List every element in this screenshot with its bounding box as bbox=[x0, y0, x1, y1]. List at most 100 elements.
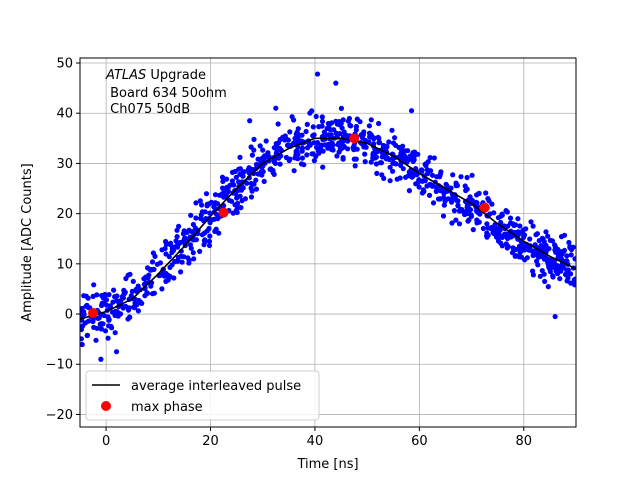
sample-point bbox=[499, 212, 505, 218]
sample-point bbox=[547, 237, 554, 243]
sample-point bbox=[204, 201, 210, 207]
sample-point bbox=[91, 282, 97, 288]
sample-point bbox=[320, 148, 326, 154]
sample-point bbox=[441, 202, 447, 208]
sample-point bbox=[551, 261, 557, 267]
sample-point bbox=[188, 212, 194, 218]
sample-point bbox=[324, 125, 330, 131]
sample-point bbox=[236, 166, 242, 172]
legend-box bbox=[85, 370, 320, 421]
sample-point bbox=[222, 193, 228, 200]
y-tick-label: 10 bbox=[56, 257, 73, 272]
sample-point bbox=[518, 248, 525, 254]
sample-point bbox=[372, 152, 378, 158]
sample-point bbox=[85, 304, 91, 311]
sample-point bbox=[185, 255, 191, 261]
sample-point bbox=[179, 259, 185, 265]
channel-annotation: Ch075 50dB bbox=[106, 102, 190, 117]
sample-point bbox=[541, 239, 547, 245]
sample-point bbox=[379, 172, 385, 178]
sample-point bbox=[191, 256, 197, 262]
sample-point bbox=[545, 284, 551, 290]
sample-point bbox=[227, 182, 233, 188]
sample-point bbox=[375, 134, 381, 140]
sample-point bbox=[383, 156, 389, 162]
sample-point bbox=[535, 262, 541, 268]
sample-point bbox=[492, 227, 498, 233]
sample-point bbox=[326, 132, 332, 138]
sample-point bbox=[120, 295, 126, 301]
sample-point bbox=[517, 223, 523, 229]
sample-point bbox=[135, 308, 141, 314]
sample-point bbox=[152, 253, 158, 259]
sample-point bbox=[226, 197, 232, 203]
sample-point bbox=[94, 292, 100, 298]
sample-point bbox=[260, 147, 266, 153]
sample-point bbox=[518, 243, 524, 249]
sample-point bbox=[326, 122, 333, 128]
sample-point bbox=[123, 275, 129, 282]
sample-point bbox=[143, 274, 149, 280]
sample-point bbox=[362, 159, 368, 165]
sample-point bbox=[390, 140, 397, 146]
sample-point bbox=[271, 145, 277, 151]
sample-point bbox=[334, 153, 340, 159]
max-phase-marker bbox=[479, 202, 490, 213]
sample-point bbox=[220, 178, 226, 184]
sample-point bbox=[474, 192, 480, 198]
sample-point bbox=[207, 233, 213, 239]
sample-point bbox=[429, 172, 436, 178]
legend-entry-max-phase: max phase bbox=[131, 400, 203, 415]
x-tick-label: 40 bbox=[307, 434, 324, 449]
sample-point bbox=[314, 71, 321, 77]
sample-point bbox=[433, 188, 439, 194]
sample-point bbox=[526, 247, 532, 253]
sample-point bbox=[322, 142, 328, 148]
sample-point bbox=[165, 272, 171, 278]
sample-point bbox=[235, 200, 241, 206]
sample-point bbox=[113, 349, 120, 355]
sample-point bbox=[181, 254, 187, 260]
sample-point bbox=[248, 194, 255, 200]
sample-point bbox=[207, 210, 213, 216]
sample-point bbox=[524, 255, 530, 261]
sample-point bbox=[105, 314, 111, 320]
sample-point bbox=[266, 154, 272, 160]
sample-point bbox=[261, 153, 267, 159]
sample-point bbox=[376, 140, 382, 146]
sample-point bbox=[213, 226, 219, 232]
x-axis-ticks: 0 20 40 60 80 bbox=[102, 427, 532, 449]
sample-point bbox=[229, 178, 235, 184]
sample-point bbox=[180, 231, 186, 237]
x-axis-label: Time [ns] bbox=[296, 457, 358, 472]
sample-point bbox=[163, 238, 169, 245]
sample-point bbox=[362, 137, 368, 143]
sample-point bbox=[299, 132, 305, 138]
sample-point bbox=[219, 174, 226, 180]
sample-point bbox=[80, 336, 84, 342]
sample-point bbox=[530, 268, 536, 274]
sample-point bbox=[212, 200, 218, 206]
sample-point bbox=[464, 174, 470, 181]
sample-point bbox=[416, 184, 422, 190]
sample-point bbox=[103, 302, 110, 308]
sample-point bbox=[542, 278, 548, 285]
sample-point bbox=[249, 188, 255, 194]
sample-point bbox=[239, 198, 245, 204]
sample-point bbox=[511, 222, 517, 229]
sample-point bbox=[229, 169, 236, 175]
sample-point bbox=[159, 247, 165, 253]
y-axis-label: Amplitude [ADC Counts] bbox=[20, 163, 35, 321]
sample-point bbox=[423, 161, 429, 168]
sample-point bbox=[533, 232, 539, 238]
sample-point bbox=[348, 123, 354, 129]
sample-point bbox=[159, 272, 165, 278]
sample-point bbox=[345, 118, 351, 124]
sample-point bbox=[552, 313, 558, 320]
sample-point bbox=[216, 230, 222, 236]
y-axis-ticks: −20 −10 0 10 20 30 40 50 bbox=[46, 57, 80, 423]
sample-point bbox=[84, 332, 91, 338]
sample-point bbox=[528, 219, 534, 225]
sample-point bbox=[112, 312, 118, 318]
sample-point bbox=[539, 268, 545, 274]
